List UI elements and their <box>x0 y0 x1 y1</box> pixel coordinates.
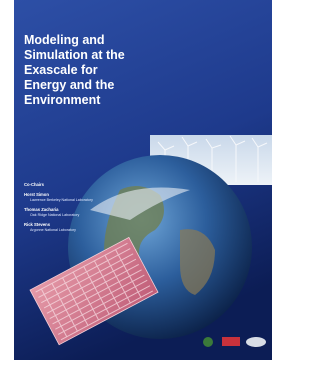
credit-role: Co-Chairs <box>24 182 45 187</box>
credit-name: Horst Simon <box>24 192 49 197</box>
title-line: Energy and the <box>24 78 114 92</box>
logo <box>203 337 213 347</box>
title-line: Modeling and <box>24 33 105 47</box>
credit-name: Rick Stevens <box>24 222 51 227</box>
title-line: Environment <box>24 93 101 107</box>
credit-affiliation: Oak Ridge National Laboratory <box>30 213 80 217</box>
logo <box>222 337 240 346</box>
credit-name: Thomas Zacharia <box>24 207 59 212</box>
credit-affiliation: Lawrence Berkeley National Laboratory <box>30 198 93 202</box>
title-line: Simulation at the <box>24 48 125 62</box>
credit-affiliation: Argonne National Laboratory <box>30 228 76 232</box>
cover-page: Modeling and Simulation at the Exascale … <box>0 0 279 365</box>
title-line: Exascale for <box>24 63 98 77</box>
logo <box>246 337 266 347</box>
